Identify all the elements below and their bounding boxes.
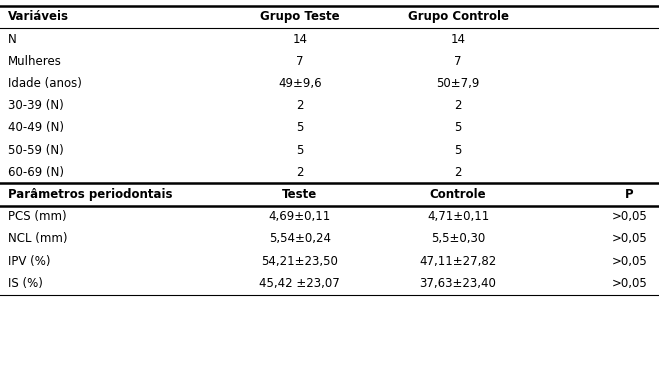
Text: 37,63±23,40: 37,63±23,40 (420, 277, 496, 290)
Text: NCL (mm): NCL (mm) (8, 232, 67, 246)
Text: 14: 14 (451, 33, 465, 46)
Text: 5: 5 (454, 121, 462, 134)
Text: Mulheres: Mulheres (8, 55, 62, 68)
Text: 4,71±0,11: 4,71±0,11 (427, 210, 489, 223)
Text: 60-69 (N): 60-69 (N) (8, 166, 64, 179)
Text: Parâmetros periodontais: Parâmetros periodontais (8, 188, 173, 201)
Text: 30-39 (N): 30-39 (N) (8, 99, 64, 112)
Text: 45,42 ±23,07: 45,42 ±23,07 (260, 277, 340, 290)
Text: >0,05: >0,05 (612, 277, 647, 290)
Text: Variáveis: Variáveis (8, 10, 69, 23)
Text: 2: 2 (296, 99, 304, 112)
Text: 14: 14 (293, 33, 307, 46)
Text: Controle: Controle (430, 188, 486, 201)
Text: IPV (%): IPV (%) (8, 255, 50, 268)
Text: N: N (8, 33, 16, 46)
Text: 5,5±0,30: 5,5±0,30 (431, 232, 485, 246)
Text: Teste: Teste (282, 188, 318, 201)
Text: 4,69±0,11: 4,69±0,11 (269, 210, 331, 223)
Text: 2: 2 (454, 99, 462, 112)
Text: 54,21±23,50: 54,21±23,50 (262, 255, 338, 268)
Text: PCS (mm): PCS (mm) (8, 210, 67, 223)
Text: IS (%): IS (%) (8, 277, 43, 290)
Text: 50-59 (N): 50-59 (N) (8, 144, 64, 157)
Text: >0,05: >0,05 (612, 232, 647, 246)
Text: 5: 5 (296, 144, 304, 157)
Text: 7: 7 (296, 55, 304, 68)
Text: 49±9,6: 49±9,6 (278, 77, 322, 90)
Text: Idade (anos): Idade (anos) (8, 77, 82, 90)
Text: 47,11±27,82: 47,11±27,82 (419, 255, 497, 268)
Text: 50±7,9: 50±7,9 (436, 77, 480, 90)
Text: 5,54±0,24: 5,54±0,24 (269, 232, 331, 246)
Text: 7: 7 (454, 55, 462, 68)
Text: 5: 5 (454, 144, 462, 157)
Text: Grupo Teste: Grupo Teste (260, 10, 339, 23)
Text: 2: 2 (454, 166, 462, 179)
Text: Grupo Controle: Grupo Controle (407, 10, 509, 23)
Text: 5: 5 (296, 121, 304, 134)
Text: >0,05: >0,05 (612, 255, 647, 268)
Text: 40-49 (N): 40-49 (N) (8, 121, 64, 134)
Text: 2: 2 (296, 166, 304, 179)
Text: P: P (625, 188, 634, 201)
Text: >0,05: >0,05 (612, 210, 647, 223)
